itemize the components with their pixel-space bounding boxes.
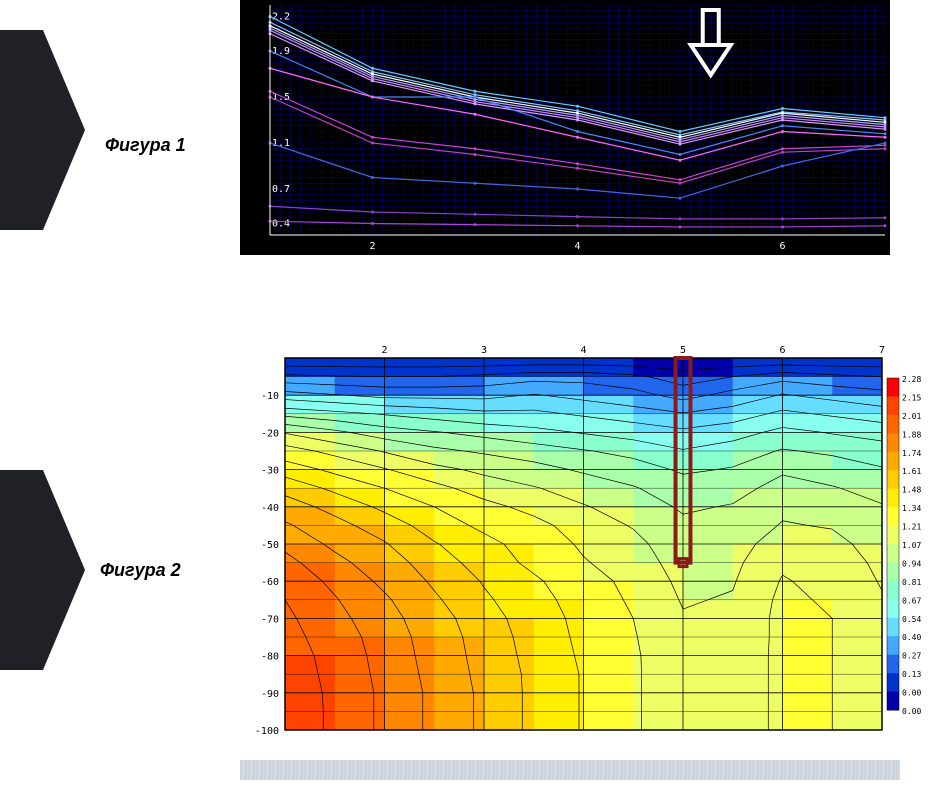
chart-1-svg: 0.40.71.11.51.92.2246 <box>240 0 890 255</box>
svg-text:0.4: 0.4 <box>272 219 290 230</box>
svg-text:3: 3 <box>481 345 487 356</box>
figure-badge-2 <box>0 470 85 670</box>
figure-1-label: Фигура 1 <box>105 135 186 156</box>
noise-strip <box>240 760 900 780</box>
figure-2-label: Фигура 2 <box>100 560 181 581</box>
svg-text:-50: -50 <box>261 540 279 551</box>
svg-text:1.21: 1.21 <box>902 523 921 532</box>
svg-text:-60: -60 <box>261 577 279 588</box>
svg-text:1.1: 1.1 <box>272 138 290 149</box>
svg-text:1.07: 1.07 <box>902 541 921 550</box>
svg-text:6: 6 <box>779 345 785 356</box>
svg-text:1.74: 1.74 <box>902 449 921 458</box>
svg-text:-10: -10 <box>261 391 279 402</box>
svg-text:7: 7 <box>879 345 885 356</box>
chart-1: 0.40.71.11.51.92.2246 <box>240 0 890 255</box>
chart-2: -10 -20 -30 -40 -50 -60 -70 -80 -90 -100 2 3 4 5 6 7 2.2… <box>230 340 930 735</box>
svg-text:2.28: 2.28 <box>902 375 921 384</box>
svg-text:-70: -70 <box>261 614 279 625</box>
svg-text:0.13: 0.13 <box>902 670 921 679</box>
svg-text:0.00: 0.00 <box>902 689 921 698</box>
svg-text:1.48: 1.48 <box>902 486 921 495</box>
svg-text:-40: -40 <box>261 503 279 514</box>
svg-text:-20: -20 <box>261 428 279 439</box>
svg-text:-100: -100 <box>255 726 279 735</box>
svg-text:0.54: 0.54 <box>902 615 921 624</box>
svg-text:0.67: 0.67 <box>902 596 921 605</box>
svg-text:5: 5 <box>680 345 686 356</box>
svg-text:2: 2 <box>369 241 375 252</box>
svg-text:0.27: 0.27 <box>902 652 921 661</box>
svg-text:1.61: 1.61 <box>902 467 921 476</box>
svg-text:2.2: 2.2 <box>272 12 290 23</box>
svg-text:1.34: 1.34 <box>902 504 921 513</box>
svg-text:2.15: 2.15 <box>902 393 921 402</box>
svg-text:0.00: 0.00 <box>902 707 921 716</box>
svg-text:6: 6 <box>779 241 785 252</box>
svg-text:-80: -80 <box>261 652 279 663</box>
svg-text:0.40: 0.40 <box>902 633 921 642</box>
svg-text:4: 4 <box>580 345 586 356</box>
svg-text:0.81: 0.81 <box>902 578 921 587</box>
svg-text:0.94: 0.94 <box>902 559 921 568</box>
svg-text:1.88: 1.88 <box>902 430 921 439</box>
figure-badge-1 <box>0 30 85 230</box>
svg-text:2.01: 2.01 <box>902 412 921 421</box>
svg-text:2: 2 <box>381 345 387 356</box>
svg-text:-30: -30 <box>261 466 279 477</box>
chart-2-svg: -10 -20 -30 -40 -50 -60 -70 -80 -90 -100 2 3 4 5 6 7 2.2… <box>230 340 930 735</box>
svg-text:-90: -90 <box>261 689 279 700</box>
svg-text:0.7: 0.7 <box>272 184 290 195</box>
svg-text:4: 4 <box>574 241 580 252</box>
